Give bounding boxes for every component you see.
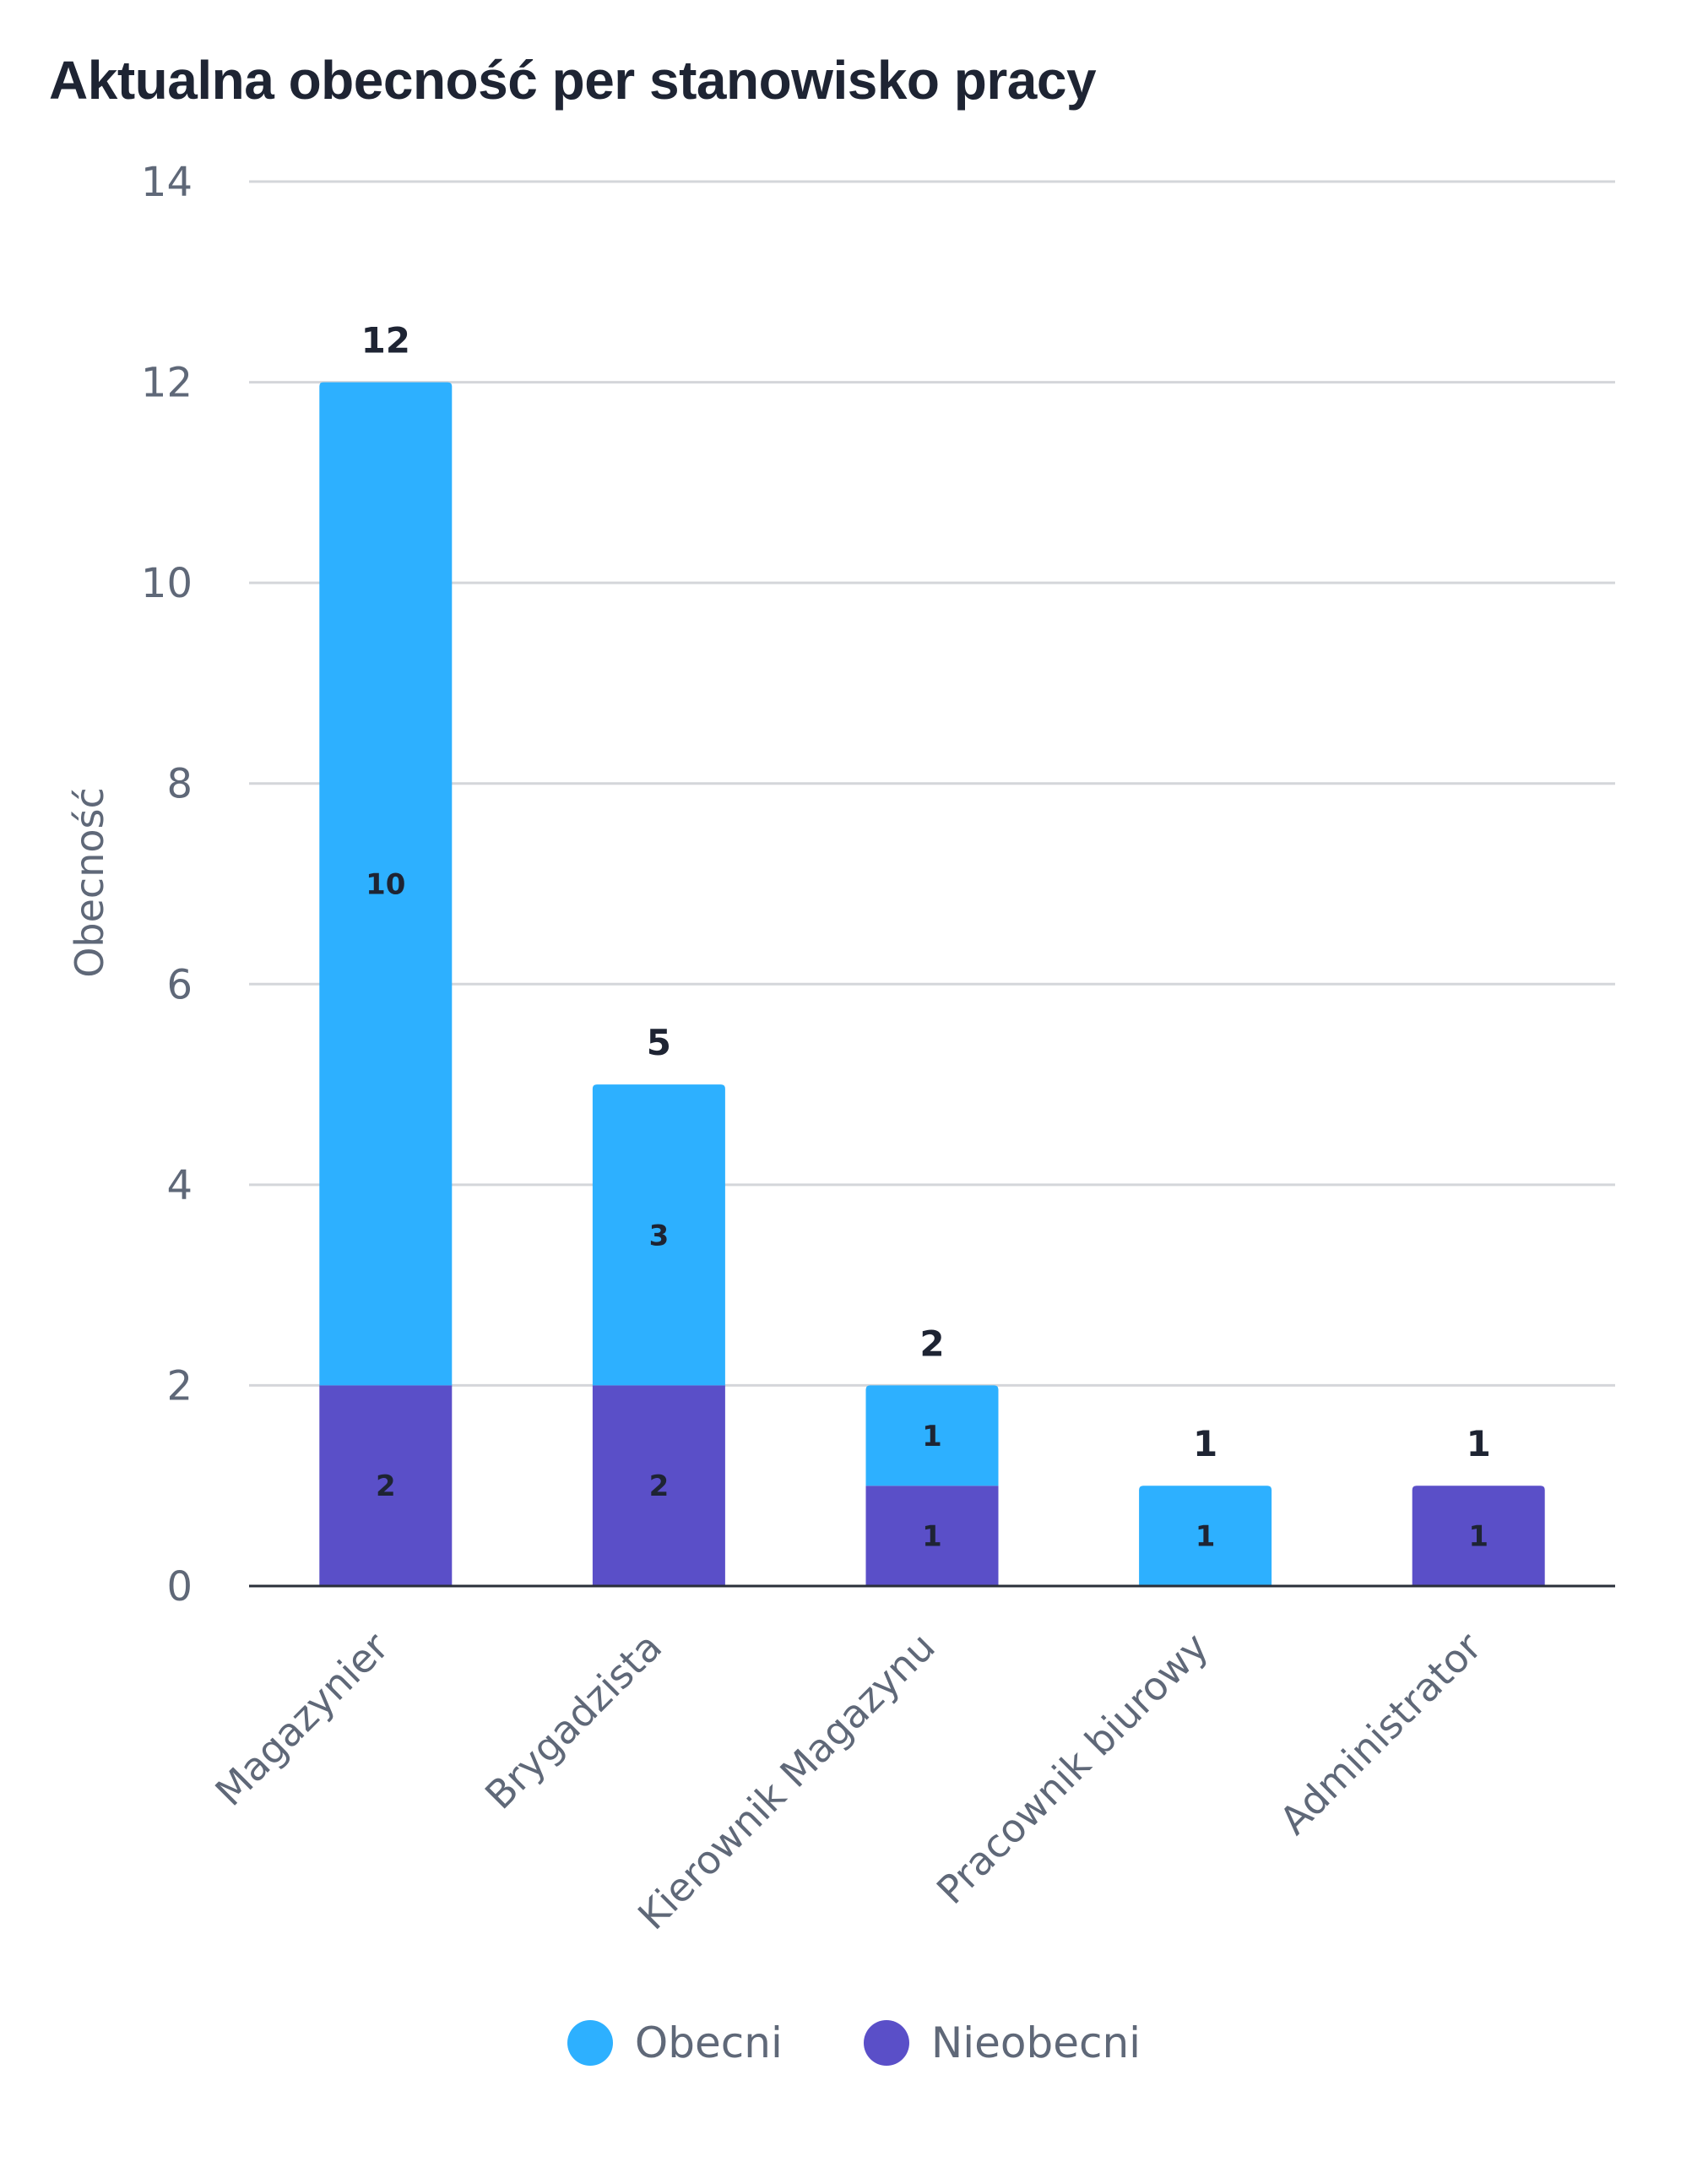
bar-nieobecni-2 [865,1486,999,1586]
segment-label-nieobecni-1: 2 [649,1469,670,1503]
legend-swatch-nieobecni [863,2020,909,2066]
x-category-label-0: Magazynier [206,1624,397,1815]
total-label-2: 2 [919,1323,944,1364]
bar-nieobecni-1 [592,1385,725,1586]
chart-title: Aktualna obecność per stanowisko pracy [49,50,1097,111]
segment-label-obecni-2: 1 [922,1420,942,1453]
y-tick-label-4: 4 [166,1162,192,1209]
y-tick-label-8: 8 [166,761,192,808]
segment-label-nieobecni-4: 1 [1468,1520,1488,1554]
total-label-0: 12 [361,320,410,361]
y-tick-label-2: 2 [166,1362,192,1410]
total-label-4: 1 [1467,1423,1491,1464]
legend-label-nieobecni: Nieobecni [930,2018,1141,2067]
legend: Obecni Nieobecni [0,2018,1708,2067]
segment-label-obecni-3: 1 [1196,1520,1216,1554]
legend-item-obecni[interactable]: Obecni [567,2018,783,2067]
y-tick-label-0: 0 [166,1563,192,1611]
x-category-label-3: Pracownik biurowy [928,1624,1217,1913]
legend-label-obecni: Obecni [634,2018,783,2067]
x-category-label-4: Administrator [1271,1624,1490,1844]
x-category-label-2: Kierownik Magazynu [629,1624,944,1939]
y-axis-ticks: 0 2 4 6 8 10 12 14 [141,159,192,1611]
bar-obecni-3 [1139,1486,1272,1586]
bar-obecni-0 [319,382,453,1386]
total-label-1: 5 [647,1022,671,1063]
bar-nieobecni-4 [1412,1486,1545,1586]
y-axis-label: Obecność [67,787,112,978]
y-tick-label-14: 14 [141,159,192,206]
bar-obecni-1 [592,1084,725,1386]
segment-label-nieobecni-0: 2 [376,1469,396,1503]
total-label-3: 1 [1193,1423,1217,1464]
legend-swatch-obecni [567,2020,613,2066]
x-category-label-1: Brygadzista [476,1624,670,1818]
y-tick-label-12: 12 [141,360,192,407]
legend-item-nieobecni[interactable]: Nieobecni [863,2018,1141,2067]
bar-nieobecni-0 [319,1385,453,1586]
bar-obecni-2 [865,1385,999,1486]
y-tick-label-6: 6 [166,961,192,1008]
y-tick-label-10: 10 [141,560,192,607]
segment-label-obecni-1: 3 [649,1219,670,1252]
gridlines [249,180,1615,1387]
segment-label-obecni-0: 10 [366,868,405,902]
segment-label-nieobecni-2: 1 [922,1520,942,1554]
